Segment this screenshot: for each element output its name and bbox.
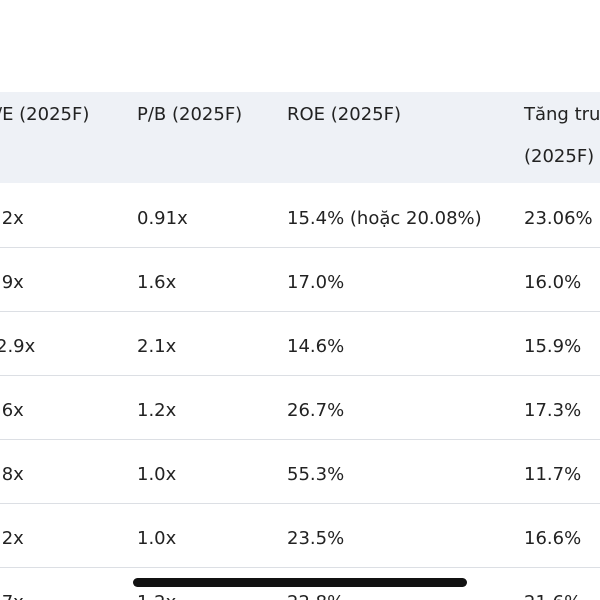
home-indicator: [133, 578, 467, 587]
table-cell: 11.7%: [524, 464, 582, 485]
header-cell: P/B (2025F): [137, 104, 243, 125]
row-divider: [0, 247, 600, 248]
table-cell: 16.6%: [524, 528, 582, 549]
table-cell: 23.06%: [524, 208, 593, 229]
table-cell: 15.4% (hoặc 20.08%): [287, 208, 482, 229]
table-cell: 17.3%: [524, 400, 582, 421]
table-cell: 55.3%: [287, 464, 345, 485]
table-cell: .9x: [0, 272, 24, 293]
header-cell: /E (2025F): [0, 104, 90, 125]
table-cell: 21.6%: [524, 592, 581, 600]
table-cell: .2x: [0, 208, 24, 229]
header-cell: (2025F): [524, 146, 595, 167]
table-cell: 2.1x: [137, 336, 177, 357]
table-cell: 15.9%: [524, 336, 582, 357]
table-cell: 1.6x: [137, 272, 177, 293]
table-cell: 1.0x: [137, 528, 177, 549]
table-cell: .8x: [0, 464, 24, 485]
header-cell: Tăng tru: [524, 104, 600, 125]
table-cell: 1.2x: [137, 592, 176, 600]
header-cell: ROE (2025F): [287, 104, 401, 125]
table-cell: 17.0%: [287, 272, 345, 293]
row-divider: [0, 375, 600, 376]
table-cell: 22.8%: [287, 592, 344, 600]
table-cell: 1.2x: [137, 400, 177, 421]
row-divider: [0, 439, 600, 440]
table-cell: .2x: [0, 528, 24, 549]
table-cell: 16.0%: [524, 272, 582, 293]
table-header: [0, 92, 600, 183]
row-divider: [0, 567, 600, 568]
row-divider: [0, 311, 600, 312]
table-cell: 26.7%: [287, 400, 345, 421]
table-cell: 23.5%: [287, 528, 345, 549]
row-divider: [0, 503, 600, 504]
table-cell: .7x: [0, 592, 24, 600]
table-cell: 1.0x: [137, 464, 177, 485]
table-cell: .6x: [0, 400, 24, 421]
table-cell: 0.91x: [137, 208, 188, 229]
table-cell: 14.6%: [287, 336, 345, 357]
table-cell: 2.9x: [0, 336, 36, 357]
